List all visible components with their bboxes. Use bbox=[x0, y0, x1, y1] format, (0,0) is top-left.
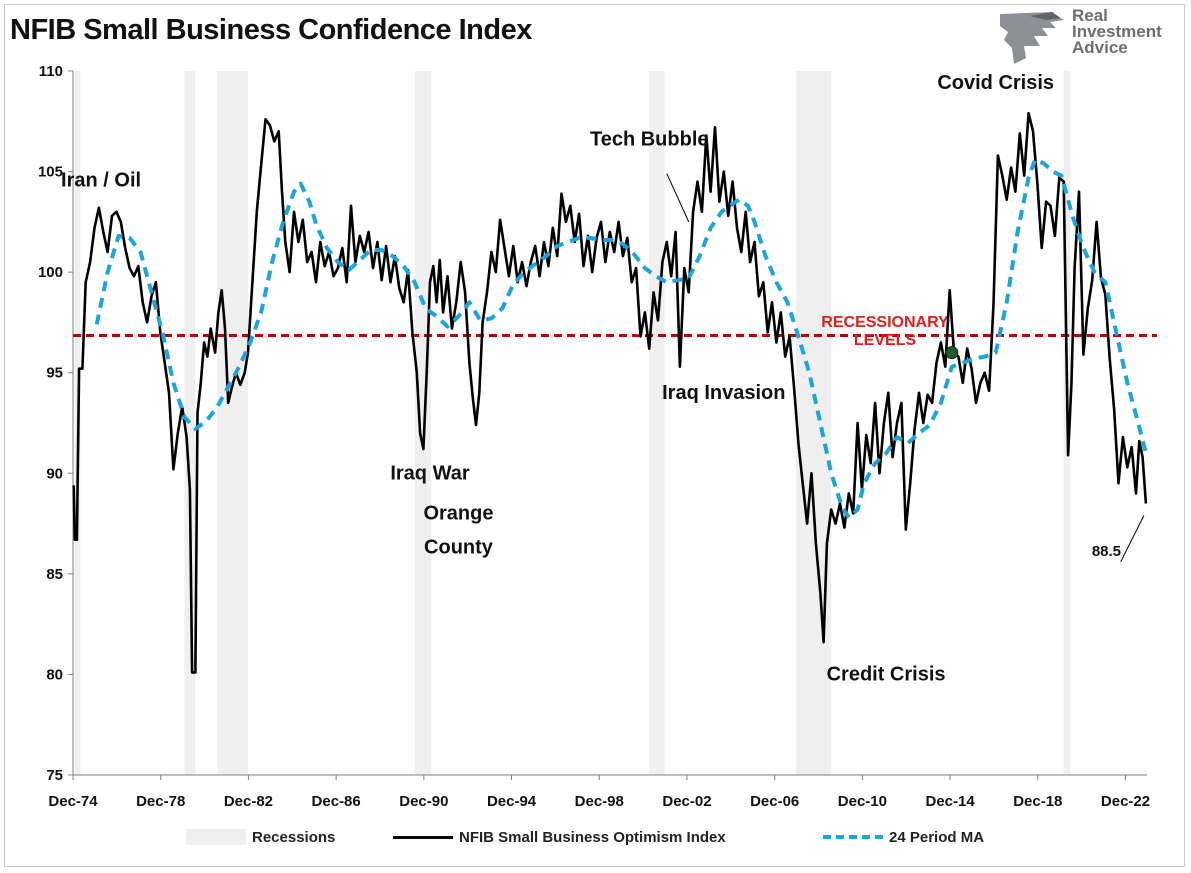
annotation-iraq-war: Iraq War bbox=[390, 462, 469, 484]
y-tick-label: 100 bbox=[38, 264, 63, 281]
annotations: Iran / Oil Tech Bubble Covid Crisis Iraq Wa… bbox=[61, 72, 1145, 685]
y-tick-label: 90 bbox=[46, 465, 63, 482]
x-tick-label: Dec-90 bbox=[399, 793, 448, 810]
logo-line-2: Investment bbox=[1072, 22, 1162, 41]
recession-band-4 bbox=[649, 71, 665, 775]
chart-frame bbox=[4, 4, 1185, 867]
y-tick-label: 110 bbox=[39, 63, 63, 80]
ma-24-line bbox=[94, 157, 1148, 520]
legend-item-recessions: Recessions bbox=[186, 825, 335, 849]
legend-label-recessions: Recessions bbox=[252, 828, 336, 846]
tech-bubble-leader bbox=[666, 173, 690, 223]
recession-band-3 bbox=[414, 71, 432, 775]
recessionary-label-line-1: RECESSIONARY bbox=[821, 314, 949, 331]
x-tick-label: Dec-02 bbox=[662, 793, 711, 810]
x-tick-label: Dec-10 bbox=[838, 793, 887, 810]
x-tick-label: Dec-74 bbox=[48, 793, 98, 810]
x-tick-label: Dec-14 bbox=[925, 793, 975, 810]
legend-label-index: NFIB Small Business Optimism Index bbox=[459, 828, 726, 846]
logo-wordmark: Real Investment Advice bbox=[1072, 6, 1162, 57]
y-tick-label: 95 bbox=[46, 365, 63, 382]
annotation-tech-bubble: Tech Bubble bbox=[590, 128, 709, 150]
annotation-orange-county-2: County bbox=[424, 537, 494, 559]
highlight-point bbox=[945, 346, 959, 360]
x-tick-label: Dec-22 bbox=[1101, 793, 1150, 810]
annotation-iraq-invasion: Iraq Invasion bbox=[662, 382, 785, 404]
x-tick-label: Dec-98 bbox=[575, 793, 624, 810]
recession-band-2 bbox=[217, 71, 248, 775]
series-lines bbox=[72, 111, 1148, 674]
x-tick-label: Dec-94 bbox=[487, 793, 537, 810]
ma-swatch bbox=[823, 835, 883, 839]
chart-title: NFIB Small Business Confidence Index bbox=[10, 14, 532, 46]
x-tick-label: Dec-82 bbox=[224, 793, 273, 810]
x-tick-label: Dec-06 bbox=[750, 793, 799, 810]
nfib-index-line bbox=[72, 111, 1148, 674]
last-value-leader bbox=[1120, 515, 1145, 563]
logo-line-1: Real bbox=[1072, 6, 1108, 25]
legend-label-ma: 24 Period MA bbox=[889, 828, 985, 846]
logo-line-3: Advice bbox=[1072, 38, 1128, 57]
legend: Recessions NFIB Small Business Optimism … bbox=[0, 825, 1191, 849]
annotation-covid-crisis: Covid Crisis bbox=[937, 72, 1054, 94]
recessionary-label-line-2: LEVELS bbox=[854, 332, 917, 349]
x-tick-label: Dec-86 bbox=[312, 793, 361, 810]
annotation-iran-oil: Iran / Oil bbox=[61, 170, 141, 192]
annotation-orange-county-1: Orange bbox=[423, 503, 493, 525]
y-tick-label: 105 bbox=[38, 164, 63, 181]
legend-item-ma: 24 Period MA bbox=[823, 825, 984, 849]
y-tick-label: 80 bbox=[46, 666, 63, 683]
y-tick-label: 75 bbox=[46, 767, 63, 784]
index-swatch bbox=[393, 835, 453, 839]
recession-band-1 bbox=[184, 71, 196, 775]
eagle-logo bbox=[1000, 12, 1064, 64]
legend-item-index: NFIB Small Business Optimism Index bbox=[393, 825, 726, 849]
y-tick-label: 85 bbox=[46, 566, 63, 583]
x-tick-label: Dec-18 bbox=[1013, 793, 1062, 810]
x-tick-label: Dec-78 bbox=[136, 793, 185, 810]
annotation-credit-crisis: Credit Crisis bbox=[827, 663, 946, 685]
recession-band-5 bbox=[796, 71, 832, 775]
axes: 75 80 85 90 95 100 105 110 Dec-74 Dec-78 Dec-82 Dec… bbox=[38, 63, 1150, 810]
annotation-last-value: 88.5 bbox=[1092, 543, 1121, 560]
recession-swatch bbox=[186, 829, 246, 845]
